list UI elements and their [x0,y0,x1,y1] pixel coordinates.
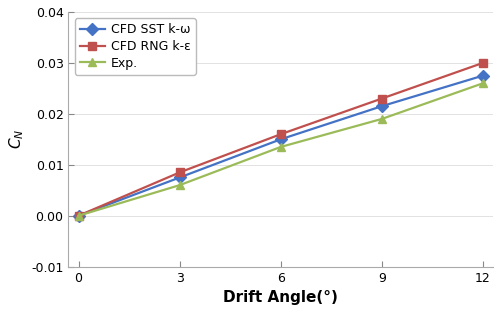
Legend: CFD SST k-ω, CFD RNG k-ε, Exp.: CFD SST k-ω, CFD RNG k-ε, Exp. [74,18,196,75]
Exp. [278,145,283,149]
CFD SST k-ω [176,176,182,179]
Exp. [176,183,182,187]
Exp. [480,81,486,85]
Exp. [76,214,82,217]
CFD RNG k-ε [480,61,486,65]
CFD SST k-ω [379,104,385,108]
Line: CFD SST k-ω: CFD SST k-ω [74,71,487,220]
CFD RNG k-ε [176,171,182,174]
Line: Exp.: Exp. [74,79,487,220]
CFD SST k-ω [76,214,82,217]
Y-axis label: $C_N$: $C_N$ [7,129,26,149]
Line: CFD RNG k-ε: CFD RNG k-ε [74,59,487,220]
CFD RNG k-ε [278,132,283,136]
Exp. [379,117,385,121]
CFD RNG k-ε [379,97,385,100]
X-axis label: Drift Angle(°): Drift Angle(°) [224,290,338,305]
CFD SST k-ω [480,74,486,77]
CFD RNG k-ε [76,214,82,217]
CFD SST k-ω [278,137,283,141]
